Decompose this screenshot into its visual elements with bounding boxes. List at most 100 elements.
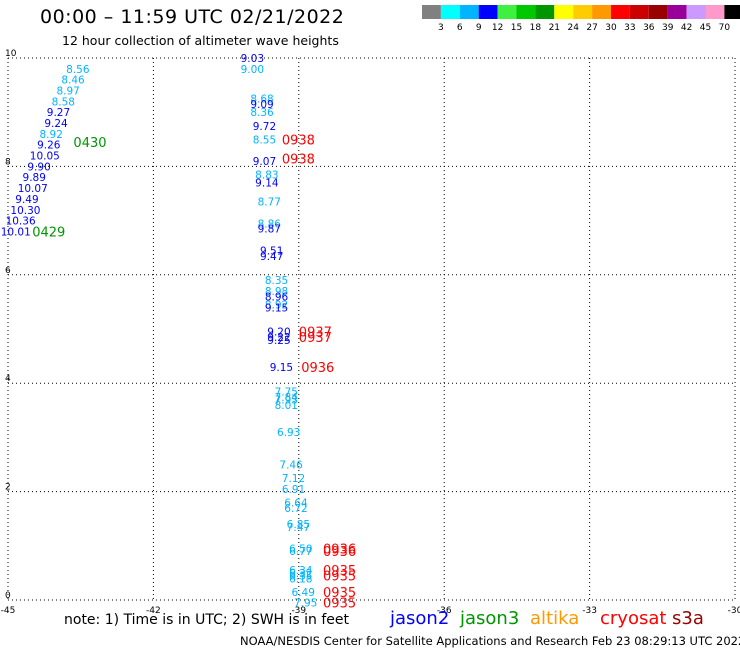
wave-height-label: 6.77 — [289, 546, 312, 558]
time-label: 0935 — [323, 564, 356, 579]
wave-height-label: 6.34 — [289, 565, 313, 577]
wave-height-label: 9.15 — [265, 302, 288, 314]
x-tick-label: -33 — [582, 606, 597, 616]
y-tick-label: 10 — [5, 49, 17, 59]
axis-ticks: -45 -42 -39 -36 -33 -30 0 2 4 6 8 10 — [1, 49, 740, 616]
wave-height-label: 10.36 — [6, 216, 36, 228]
wave-height-label: 9.25 — [267, 335, 290, 347]
legend-swatch — [611, 5, 630, 19]
wave-height-label: 8.46 — [61, 75, 85, 87]
wave-height-label: 9.89 — [23, 172, 46, 184]
wave-height-label: 7.84 — [275, 392, 299, 404]
legend-swatch — [497, 5, 517, 19]
satellite-label-cryosat: cryosat — [600, 608, 667, 629]
grid-lines — [7, 57, 736, 601]
x-tick-label: -45 — [1, 606, 16, 616]
legend-swatch — [648, 5, 668, 19]
time-label: 0429 — [32, 225, 65, 240]
wave-height-label: 9.09 — [250, 99, 273, 111]
legend-label: 30 — [605, 23, 617, 33]
wave-height-label: 9.07 — [253, 156, 276, 168]
wave-height-label: 6.49 — [292, 587, 315, 599]
wave-height-label: 8.92 — [40, 129, 63, 141]
time-label: 0937 — [299, 331, 332, 346]
satellite-label-jason3: jason3 — [460, 608, 520, 629]
legend-swatch — [516, 5, 536, 19]
time-label: 0935 — [323, 586, 356, 601]
wave-height-label: 6.32 — [289, 568, 312, 580]
wave-height-label: 9.72 — [253, 121, 276, 133]
time-label: 0430 — [73, 136, 106, 151]
wave-height-labels: 8.568.468.978.589.279.248.929.2610.059.9… — [1, 53, 318, 610]
legend-swatch — [535, 5, 555, 19]
wave-height-label: 8.55 — [253, 134, 276, 146]
wave-height-label: 10.05 — [30, 151, 60, 163]
legend-swatch — [440, 5, 460, 19]
legend-swatch — [724, 5, 740, 19]
wave-height-label: 8.01 — [275, 400, 298, 412]
wave-height-label: 9.27 — [47, 107, 70, 119]
wave-height-label: 9.24 — [44, 118, 68, 130]
legend-swatch — [554, 5, 574, 19]
time-label: 0935 — [323, 570, 356, 585]
wave-height-label: 7.12 — [282, 473, 305, 485]
time-label: 0936 — [301, 361, 334, 376]
wave-height-label: 7.93 — [275, 394, 298, 406]
wave-height-label: 6.35 — [289, 571, 312, 583]
y-tick-label: 0 — [5, 591, 11, 601]
legend-swatch — [478, 5, 498, 19]
legend-swatch — [573, 5, 593, 19]
wave-height-label: 9.14 — [255, 178, 279, 190]
y-tick-label: 6 — [5, 266, 11, 276]
wave-height-label: 9.20 — [267, 327, 290, 339]
legend-swatch — [592, 5, 611, 19]
wave-height-label: 6.85 — [287, 519, 310, 531]
legend-label: 21 — [549, 23, 560, 33]
wave-height-label: 10.30 — [10, 205, 40, 217]
wave-height-label: 8.36 — [250, 107, 274, 119]
legend-swatch — [667, 5, 687, 19]
y-tick-label: 2 — [5, 483, 11, 493]
wave-height-label: 8.83 — [255, 170, 278, 182]
wave-height-label: 7.46 — [279, 460, 303, 472]
wave-height-label: 9.03 — [241, 53, 264, 65]
wave-height-label: 6.50 — [289, 544, 312, 556]
wave-height-label: 9.15 — [270, 362, 293, 374]
legend-swatch — [629, 5, 649, 19]
legend-swatch — [459, 5, 479, 19]
wave-height-label: 10.01 — [1, 226, 31, 238]
chart-title: 00:00 – 11:59 UTC 02/21/2022 — [40, 6, 345, 28]
wave-height-label: 6.91 — [282, 484, 305, 496]
satellite-label-altika: altika — [530, 608, 580, 629]
wave-height-label: 8.97 — [56, 86, 79, 98]
wave-height-label: 8.77 — [258, 197, 281, 209]
wave-height-label: 6.72 — [284, 503, 307, 515]
wave-height-label: 8.86 — [258, 218, 282, 230]
legend-label: 9 — [476, 23, 482, 33]
legend-label: 18 — [530, 23, 542, 33]
wave-height-label: 10.07 — [18, 183, 48, 195]
legend-label: 33 — [624, 23, 635, 33]
wave-height-label: 8.56 — [66, 64, 90, 76]
legend-label: 3 — [438, 23, 444, 33]
wave-height-label: 9.87 — [258, 224, 281, 236]
wave-height-label: 9.26 — [37, 140, 61, 152]
legend-label: 27 — [586, 23, 597, 33]
wave-height-label: 8.98 — [265, 286, 288, 298]
wave-height-label: 9.47 — [260, 251, 283, 263]
time-label: 0935 — [323, 597, 356, 612]
legend-label: 70 — [719, 23, 731, 33]
wave-height-label: 6.64 — [284, 497, 308, 509]
wave-height-label: 9.22 — [267, 332, 290, 344]
wave-height-label: 8.58 — [52, 96, 75, 108]
legend-swatch — [705, 5, 725, 19]
wave-height-label: 8.96 — [265, 291, 289, 303]
wave-height-label: 6.18 — [289, 573, 312, 585]
wave-height-label: 7.95 — [294, 598, 317, 610]
time-labels: 0430042909380938093709370936093609360935… — [32, 133, 356, 611]
x-tick-label: -42 — [146, 606, 161, 616]
wave-height-label: 8.92 — [265, 300, 288, 312]
wave-height-label: 6.93 — [277, 427, 300, 439]
wave-height-label: 8.68 — [250, 94, 273, 106]
